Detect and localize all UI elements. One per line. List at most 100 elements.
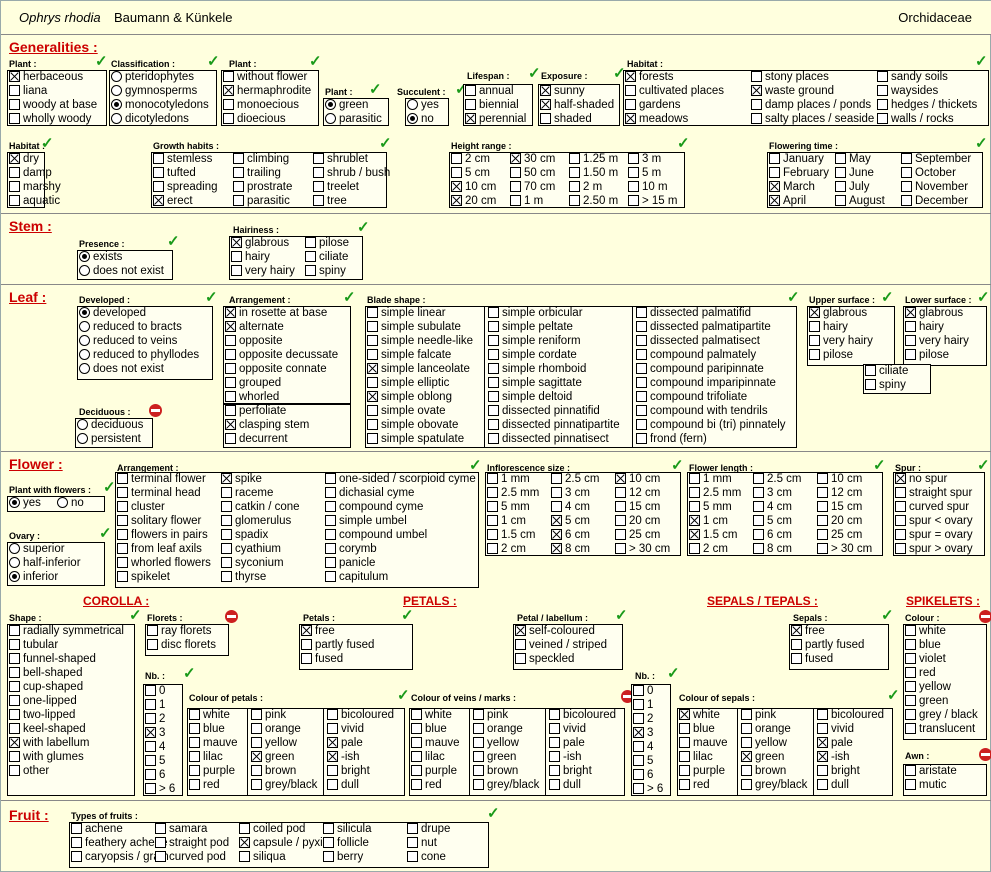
option-item[interactable]: alternate <box>225 321 284 335</box>
option-item[interactable]: curved spur <box>895 501 969 515</box>
checkbox[interactable] <box>753 501 764 512</box>
option-item[interactable]: biennial <box>465 99 519 113</box>
option-item[interactable]: 2.5 mm <box>689 487 741 501</box>
option-item[interactable]: hermaphrodite <box>223 85 311 99</box>
checkbox[interactable] <box>411 751 422 762</box>
option-item[interactable]: persistent <box>77 433 141 447</box>
checkbox[interactable] <box>488 433 499 444</box>
option-item[interactable]: lilac <box>679 751 713 765</box>
checkbox[interactable] <box>905 307 916 318</box>
option-item[interactable]: perfoliate <box>225 405 286 419</box>
option-item[interactable]: feathery achene <box>71 837 167 851</box>
option-item[interactable]: disc florets <box>147 639 216 653</box>
option-item[interactable]: dicotyledons <box>111 113 189 127</box>
option-item[interactable]: with glumes <box>9 751 84 765</box>
checkbox[interactable] <box>9 113 20 124</box>
option-item[interactable]: frond (fern) <box>636 433 707 447</box>
checkbox[interactable] <box>189 737 200 748</box>
checkbox[interactable] <box>551 529 562 540</box>
checkbox[interactable] <box>633 769 644 780</box>
option-item[interactable]: yellow <box>741 737 787 751</box>
option-item[interactable]: ciliate <box>305 251 348 265</box>
option-item[interactable]: 20 cm <box>817 515 862 529</box>
checkbox[interactable] <box>313 181 324 192</box>
radio-button[interactable] <box>77 433 88 444</box>
checkbox[interactable] <box>71 851 82 862</box>
option-item[interactable]: 2.5 cm <box>753 473 802 487</box>
option-item[interactable]: funnel-shaped <box>9 653 96 667</box>
checkbox[interactable] <box>367 335 378 346</box>
option-item[interactable]: blue <box>905 639 941 653</box>
option-item[interactable]: 30 cm <box>510 153 555 167</box>
checkbox[interactable] <box>633 755 644 766</box>
checkbox[interactable] <box>551 515 562 526</box>
radio-button[interactable] <box>57 497 68 508</box>
checkbox[interactable] <box>487 501 498 512</box>
checkbox[interactable] <box>679 751 690 762</box>
checkbox[interactable] <box>239 837 250 848</box>
option-item[interactable]: straight spur <box>895 487 972 501</box>
checkbox[interactable] <box>753 473 764 484</box>
option-item[interactable]: 1 <box>145 699 165 713</box>
option-item[interactable]: simple rhomboid <box>488 363 586 377</box>
checkbox[interactable] <box>473 751 484 762</box>
option-item[interactable]: glabrous <box>905 307 963 321</box>
option-item[interactable]: compound trifoliate <box>636 391 747 405</box>
checkbox[interactable] <box>117 473 128 484</box>
checkbox[interactable] <box>145 685 156 696</box>
option-item[interactable]: white <box>905 625 946 639</box>
checkbox[interactable] <box>569 195 580 206</box>
option-item[interactable]: damp <box>9 167 52 181</box>
checkbox[interactable] <box>901 181 912 192</box>
checkbox[interactable] <box>155 837 166 848</box>
checkbox[interactable] <box>411 779 422 790</box>
option-item[interactable]: vivid <box>549 723 586 737</box>
option-item[interactable]: pale <box>327 737 363 751</box>
checkbox[interactable] <box>325 487 336 498</box>
option-item[interactable]: simple needle-like <box>367 335 473 349</box>
option-item[interactable]: yes <box>9 497 41 511</box>
checkbox[interactable] <box>569 181 580 192</box>
checkbox[interactable] <box>221 571 232 582</box>
checkbox[interactable] <box>225 377 236 388</box>
option-item[interactable]: 6 cm <box>753 529 792 543</box>
option-item[interactable]: damp places / ponds <box>751 99 871 113</box>
option-item[interactable]: green <box>473 751 516 765</box>
option-item[interactable]: wholly woody <box>9 113 91 127</box>
option-item[interactable]: self-coloured <box>515 625 595 639</box>
checkbox[interactable] <box>817 737 828 748</box>
checkbox[interactable] <box>155 823 166 834</box>
checkbox[interactable] <box>689 487 700 498</box>
checkbox[interactable] <box>636 377 647 388</box>
checkbox[interactable] <box>679 765 690 776</box>
option-item[interactable]: half-shaded <box>540 99 614 113</box>
option-item[interactable]: shrublet <box>313 153 368 167</box>
option-item[interactable]: caryopsis / grain <box>71 851 169 865</box>
checkbox[interactable] <box>225 335 236 346</box>
checkbox[interactable] <box>895 501 906 512</box>
option-item[interactable]: coiled pod <box>239 823 305 837</box>
option-item[interactable]: developed <box>79 307 146 321</box>
option-item[interactable]: 2.5 mm <box>487 487 539 501</box>
checkbox[interactable] <box>551 473 562 484</box>
option-item[interactable]: dissected pinnatisect <box>488 433 609 447</box>
option-item[interactable]: 0 <box>633 685 653 699</box>
option-item[interactable]: 4 <box>145 741 165 755</box>
option-item[interactable]: does not exist <box>79 363 164 377</box>
checkbox[interactable] <box>817 723 828 734</box>
checkbox[interactable] <box>9 667 20 678</box>
option-item[interactable]: cultivated places <box>625 85 724 99</box>
checkbox[interactable] <box>515 653 526 664</box>
option-item[interactable]: capsule / pyxis <box>239 837 328 851</box>
checkbox[interactable] <box>679 723 690 734</box>
checkbox[interactable] <box>301 639 312 650</box>
checkbox[interactable] <box>628 195 639 206</box>
checkbox[interactable] <box>189 779 200 790</box>
option-item[interactable]: inferior <box>9 571 58 585</box>
checkbox[interactable] <box>905 335 916 346</box>
option-item[interactable]: simple oblong <box>367 391 452 405</box>
option-item[interactable]: bicoloured <box>817 709 884 723</box>
option-item[interactable]: December <box>901 195 968 209</box>
option-item[interactable]: simple subulate <box>367 321 461 335</box>
checkbox[interactable] <box>117 543 128 554</box>
